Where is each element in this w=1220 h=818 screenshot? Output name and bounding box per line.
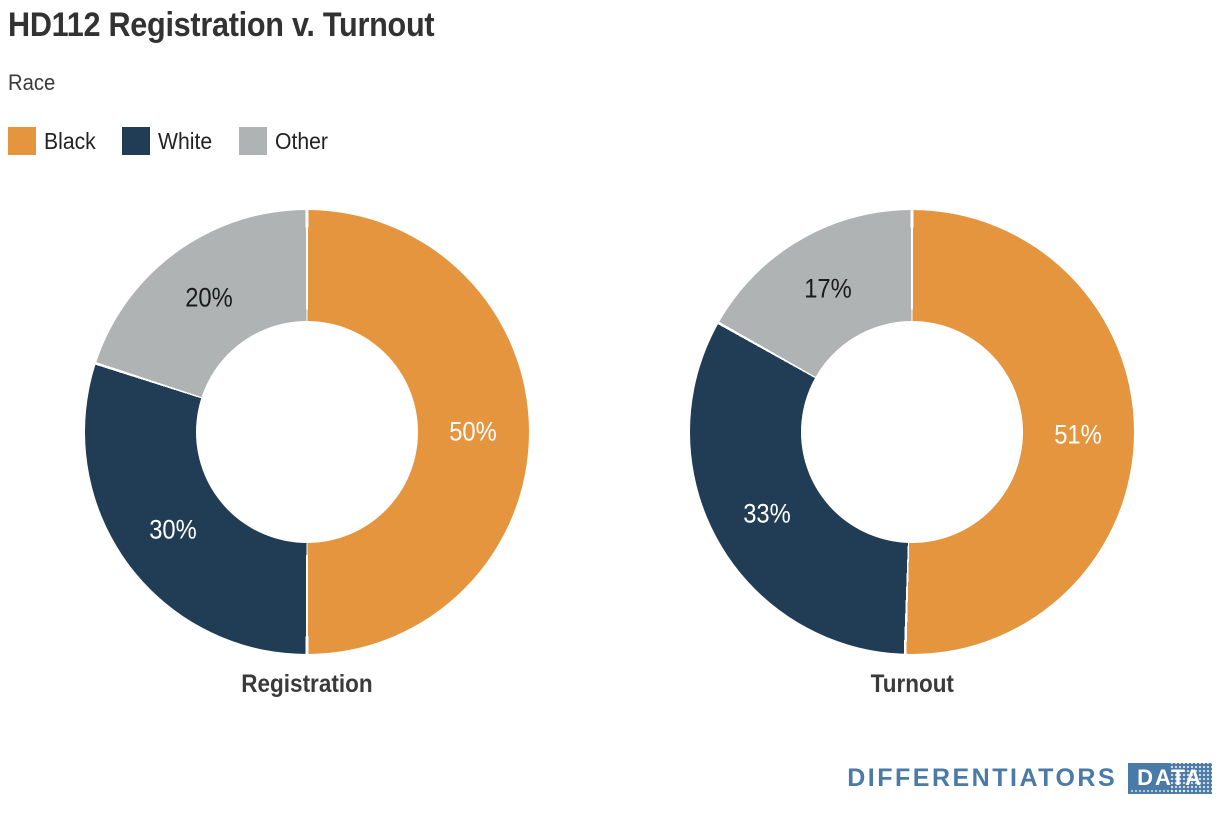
slice-label-black: 51% — [1054, 419, 1102, 450]
halftone-dots-icon — [1130, 789, 1187, 797]
brand-badge: DATA — [1128, 761, 1216, 798]
brand-badge-label: DATA — [1137, 765, 1203, 790]
donut-chart-registration: 50% 30% 20% Registration — [85, 210, 529, 720]
legend-item-other: Other — [239, 127, 333, 155]
legend-label: White — [158, 127, 213, 154]
slice-label-other: 20% — [185, 282, 234, 313]
slice-label-other: 17% — [804, 273, 853, 304]
slice-label-black: 50% — [449, 416, 497, 447]
legend-label: Black — [44, 127, 96, 154]
legend-swatch-white — [122, 127, 151, 155]
legend: Black White Other — [8, 127, 333, 155]
chart-subtitle-turnout: Turnout — [870, 670, 954, 698]
legend-label: Other — [275, 127, 328, 154]
donut-chart-turnout: 51% 33% 17% Turnout — [690, 210, 1134, 720]
legend-item-black: Black — [8, 127, 100, 155]
chart-subtitle: Race — [8, 70, 56, 95]
chart-subtitle-registration: Registration — [241, 670, 373, 698]
legend-swatch-black — [8, 127, 36, 155]
brand-footer: DIFFERENTIATORS DATA — [847, 761, 1216, 798]
slice-label-white: 33% — [743, 498, 792, 528]
slice-label-white: 30% — [148, 514, 197, 545]
donut-hole — [196, 321, 418, 543]
legend-swatch-other — [239, 127, 268, 155]
legend-item-white: White — [122, 127, 217, 155]
donut-hole — [801, 321, 1023, 543]
brand-name: DIFFERENTIATORS — [847, 764, 1118, 792]
page-title: HD112 Registration v. Turnout — [8, 6, 435, 44]
